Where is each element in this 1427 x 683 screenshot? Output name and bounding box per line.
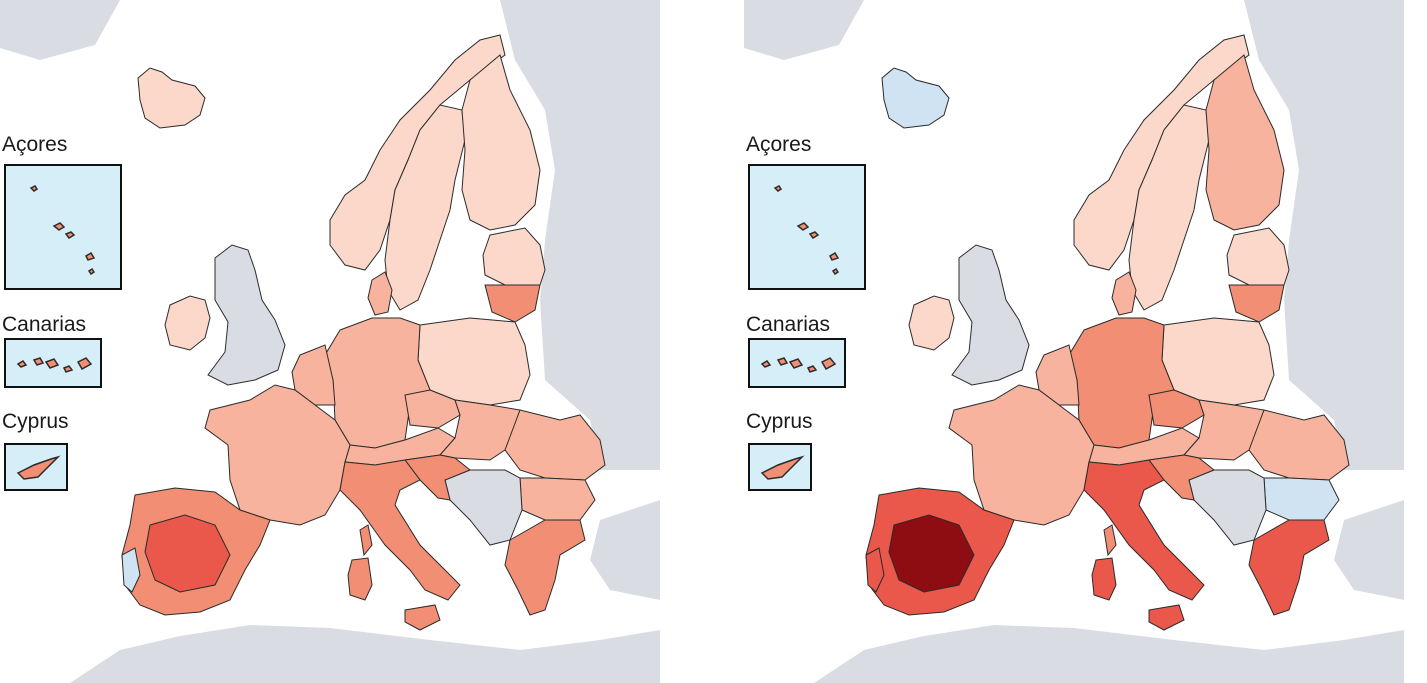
greenland-shape <box>744 0 864 60</box>
region-benelux <box>1035 344 1080 406</box>
region-corsica <box>359 524 373 557</box>
region-iberia-core <box>888 514 975 593</box>
region-italy <box>339 459 461 601</box>
inset-label-azores: Açores <box>2 133 68 156</box>
inset-cyprus <box>748 443 812 491</box>
region-portugal-coast <box>121 547 141 593</box>
region-portugal-coast <box>865 547 885 593</box>
inset-azores <box>4 164 122 290</box>
europe-map <box>0 0 660 683</box>
inset-label-cyprus: Cyprus <box>2 410 69 433</box>
region-romania <box>1248 409 1350 481</box>
russia-shape <box>1244 0 1404 470</box>
region-bulgaria <box>519 477 596 521</box>
region-benelux <box>291 344 336 406</box>
region-denmark <box>367 271 393 316</box>
africa-shape <box>814 625 1404 683</box>
region-croatia <box>1148 454 1215 501</box>
greenland-shape <box>0 0 120 60</box>
region-hungary <box>1183 399 1265 461</box>
turkey-shape <box>1334 500 1404 600</box>
inset-label-azores: Açores <box>746 133 812 156</box>
russia-shape <box>500 0 660 470</box>
region-greece <box>504 519 586 616</box>
region-sardinia <box>347 557 373 601</box>
region-croatia <box>404 454 471 501</box>
inset-canarias <box>4 338 102 388</box>
inset-canarias <box>748 338 846 388</box>
region-bulgaria <box>1263 477 1340 521</box>
region-lithuania <box>1228 284 1285 323</box>
region-romania <box>504 409 606 481</box>
region-iceland <box>137 67 206 129</box>
region-corsica <box>1103 524 1117 557</box>
region-sicily <box>1148 604 1185 631</box>
region-greece <box>1248 519 1330 616</box>
region-germany <box>1068 317 1175 449</box>
europe-map <box>744 0 1404 683</box>
region-ireland <box>164 295 211 351</box>
region-uk <box>951 244 1030 386</box>
inset-canarias-islands <box>760 357 837 373</box>
region-ireland <box>908 295 955 351</box>
region-italy <box>1083 459 1205 601</box>
region-balkans <box>444 469 523 546</box>
region-baltics <box>482 227 546 286</box>
region-germany <box>324 317 431 449</box>
region-balkans <box>1188 469 1267 546</box>
inset-canarias-islands <box>16 357 93 373</box>
region-iceland <box>881 67 950 129</box>
map-panel-left: Açores Canarias Cyprus <box>0 0 660 683</box>
inset-cyprus-island <box>760 455 805 480</box>
region-uk <box>207 244 286 386</box>
inset-label-canarias: Canarias <box>746 313 831 336</box>
inset-cyprus <box>4 443 68 491</box>
region-baltics <box>1226 227 1290 286</box>
inset-cyprus-island <box>16 455 61 480</box>
inset-label-canarias: Canarias <box>2 313 87 336</box>
region-norway <box>329 34 506 271</box>
turkey-shape <box>590 500 660 600</box>
inset-azores <box>748 164 866 290</box>
inset-azores-islands <box>29 185 96 276</box>
map-panel-right: Açores Canarias Cyprus <box>744 0 1404 683</box>
inset-azores-islands <box>773 185 840 276</box>
region-sicily <box>404 604 441 631</box>
region-hungary <box>439 399 521 461</box>
region-lithuania <box>484 284 541 323</box>
region-finland <box>1205 54 1285 231</box>
inset-label-cyprus: Cyprus <box>746 410 813 433</box>
africa-shape <box>70 625 660 683</box>
region-sardinia <box>1091 557 1117 601</box>
region-finland <box>461 54 541 231</box>
region-iberia-core <box>144 514 231 593</box>
region-denmark <box>1111 271 1137 316</box>
region-norway <box>1073 34 1250 271</box>
